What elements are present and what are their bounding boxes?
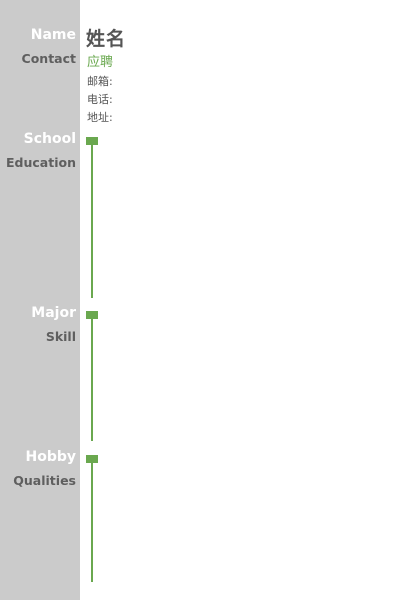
education-label: Education [6,155,76,170]
qualities-timeline-line [91,463,93,582]
address-field: 地址: [87,111,113,124]
school-label: School [23,131,76,147]
qualities-label: Qualities [13,473,76,488]
email-field: 邮箱: [87,75,113,88]
skill-section-marker [86,311,98,319]
phone-field: 电话: [87,93,113,106]
applied-position: 应聘 [87,55,114,70]
skill-label: Skill [45,329,76,344]
skill-timeline-line [91,319,93,441]
name-label: Name [30,27,76,43]
education-timeline-line [91,145,93,298]
hobby-label: Hobby [25,449,76,465]
person-name: 姓名 [86,28,127,50]
major-label: Major [31,305,76,321]
education-section-marker [86,137,98,145]
qualities-section-marker [86,455,98,463]
sidebar: Name Contact School Education Major Skil… [0,0,80,600]
contact-label: Contact [21,51,76,66]
